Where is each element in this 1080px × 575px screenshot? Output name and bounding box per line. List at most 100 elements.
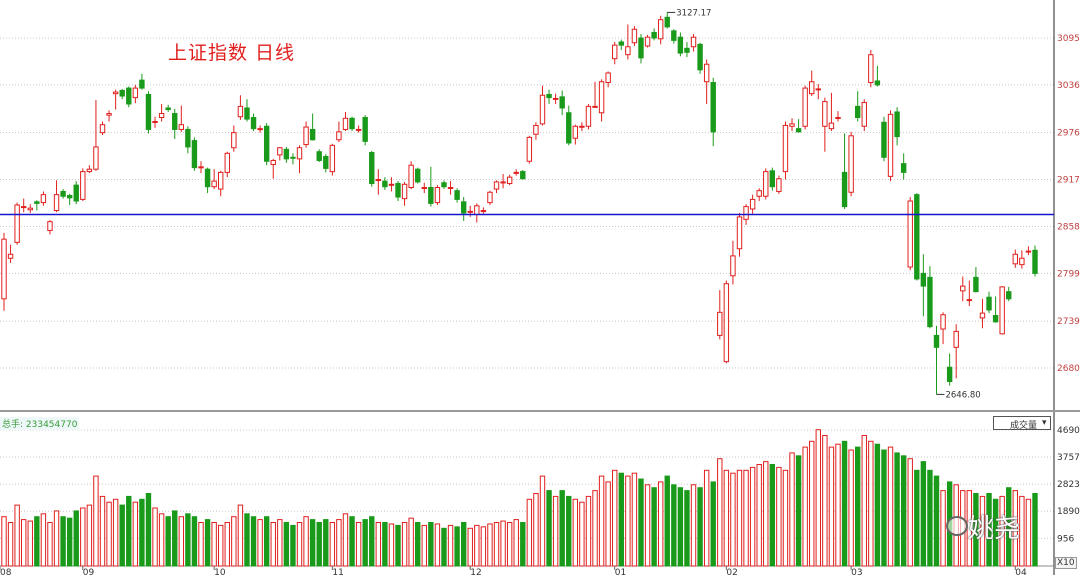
candle-up (526, 135, 533, 164)
candle-body (960, 285, 966, 292)
candle-body (40, 194, 47, 204)
volume-bar-up (40, 513, 47, 567)
volume-bar-up (178, 516, 185, 567)
candle-body (165, 107, 171, 111)
volume-bar-up (506, 522, 513, 567)
candle-body (625, 46, 631, 56)
candle-up (27, 204, 33, 213)
candle-up (1019, 250, 1025, 269)
volume-tick-label: 1890 (1057, 507, 1080, 517)
candle-body (979, 312, 986, 319)
candle-down (671, 29, 677, 44)
volume-bar-down (323, 519, 329, 567)
candle-up (112, 89, 119, 110)
candle-down (546, 89, 552, 104)
candle-up (598, 79, 605, 122)
volume-bar-down (697, 487, 703, 567)
volume-bar-down (362, 519, 368, 567)
candle-up (953, 324, 959, 379)
candle-body (191, 140, 198, 169)
candle-body (671, 30, 677, 41)
volume-bar-up (802, 446, 808, 567)
volume-bar-up (47, 522, 53, 567)
candle-body (395, 183, 401, 198)
volume-bar-down (992, 498, 999, 567)
volume-bar-up (592, 490, 598, 567)
volume-bar-up (421, 524, 427, 567)
volume-bar-up (631, 472, 638, 567)
candle-body (290, 156, 296, 159)
candle-body (126, 87, 132, 105)
candle-body (47, 221, 53, 231)
candle-up (80, 168, 86, 202)
volume-bar-down (1006, 487, 1012, 567)
candle-up (533, 122, 539, 140)
candle-body (940, 314, 946, 330)
candle-down (66, 193, 73, 205)
volume-bar-up (303, 516, 309, 567)
candle-up (86, 165, 93, 174)
volume-bar-down (566, 495, 572, 567)
watermark: 姚尧 (968, 514, 1021, 544)
candle-body (966, 299, 973, 302)
candle-body (533, 124, 539, 135)
indicator-selector[interactable]: 成交量 ▾ (993, 416, 1051, 431)
candle-down (126, 86, 132, 108)
volume-bar-down (263, 516, 270, 567)
volume-bar-up (224, 522, 230, 567)
zoom-badge[interactable]: X10 (1055, 557, 1077, 569)
month-tick-label: 04 (1015, 568, 1027, 575)
candle-up (375, 169, 382, 195)
candle-body (848, 135, 854, 193)
candle-down (920, 254, 927, 317)
volume-bar-up (257, 519, 263, 567)
candle-up (539, 85, 546, 126)
candle-up (93, 100, 99, 171)
volume-bar-up (408, 517, 414, 567)
volume-tick-label: 2823 (1057, 480, 1080, 490)
candle-down (618, 39, 624, 50)
candle-down (395, 181, 401, 202)
candle-down (927, 266, 933, 329)
candle-up (224, 151, 230, 178)
candle-up (644, 34, 651, 48)
candles (1, 12, 1038, 395)
candle-up (749, 194, 756, 214)
volume-bar-up (723, 469, 730, 567)
candle-body (552, 97, 559, 100)
volume-bar-down (973, 493, 979, 567)
candle-body (401, 183, 408, 200)
month-tick-label: 11 (332, 568, 343, 575)
price-tick-label: 2680 (1057, 364, 1080, 374)
candle-down (316, 149, 322, 163)
candle-up (408, 161, 414, 190)
volume-bar-up (868, 440, 874, 567)
candle-body (585, 105, 592, 127)
candle-down (1032, 245, 1038, 277)
volume-bar-down (119, 504, 125, 567)
candle-down (664, 12, 670, 29)
volume-bar-up (112, 498, 119, 567)
candle-up (237, 95, 244, 120)
candle-up (336, 121, 342, 143)
candle-down (697, 42, 703, 74)
volume-bar-up (552, 495, 559, 567)
candle-down (677, 32, 684, 57)
annotation-label: 3127.17 (676, 8, 711, 18)
volume-bar-up (776, 466, 782, 567)
candle-body (710, 82, 716, 133)
total-volume-label: 总手: 233454770 (0, 417, 80, 430)
candle-body (1006, 291, 1012, 300)
volume-bar-up (539, 475, 546, 567)
volume-bar-down (290, 524, 296, 567)
volume-bar-down (677, 487, 684, 567)
candle-down (290, 153, 296, 165)
candle-up (421, 182, 427, 194)
candle-up (480, 207, 487, 214)
candle-body (421, 186, 427, 189)
volume-bar-up (99, 495, 106, 567)
candle-body (914, 194, 920, 280)
candle-body (204, 168, 211, 188)
volume-bar-up (789, 452, 795, 567)
